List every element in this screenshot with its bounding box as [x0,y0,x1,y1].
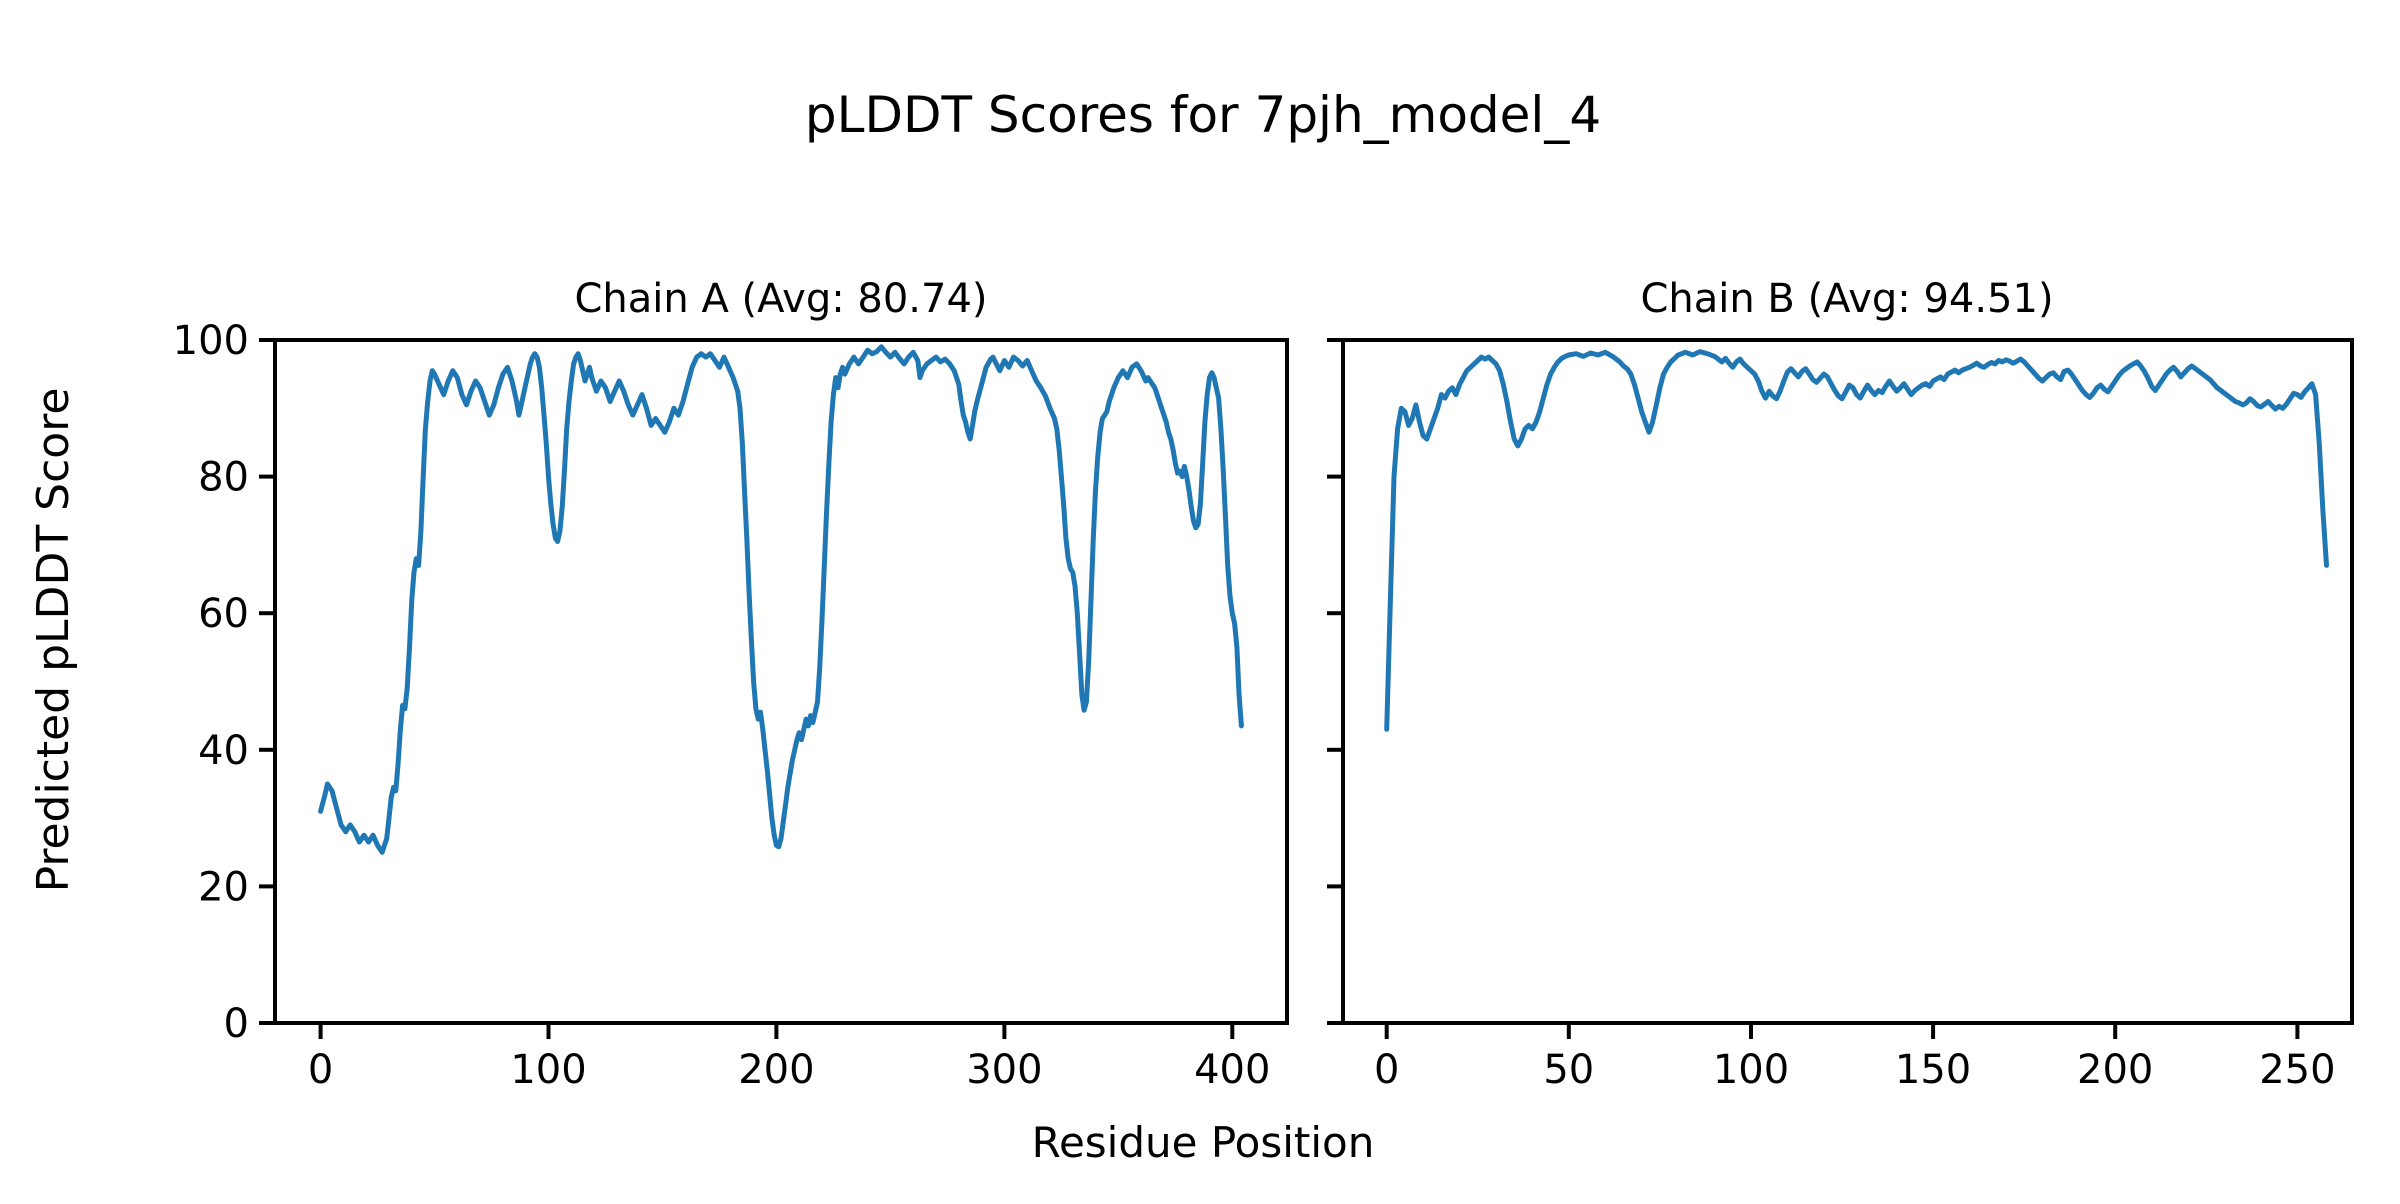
y-axis-label: Predicted pLDDT Score [28,388,79,893]
x-tick-label: 250 [2259,1047,2335,1093]
x-tick-label: 300 [966,1047,1042,1093]
chain-b-plot: 0 50 100 150 200 250 [1327,338,2354,1093]
x-tick-label: 200 [2077,1047,2153,1093]
y-tick-label: 0 [224,1001,249,1047]
y-tick-label: 40 [198,728,249,774]
x-axis-label: Residue Position [1032,1118,1375,1167]
x-tick-label: 100 [510,1047,586,1093]
x-tick-label: 150 [1895,1047,1971,1093]
x-tick-label: 0 [308,1047,333,1093]
plddt-line-chain-a [318,344,1244,855]
x-tick-label: 50 [1543,1047,1594,1093]
y-tick-label: 20 [198,864,249,910]
y-tick-label: 60 [198,591,249,637]
y-tick-label: 100 [173,318,249,364]
figure-title: pLDDT Scores for 7pjh_model_4 [805,86,1601,144]
axes-frame [1341,338,2354,1025]
chain-a-subplot-title: Chain A (Avg: 80.74) [574,276,987,322]
plddt-line-chain-b [1384,349,2329,732]
x-tick-label: 200 [738,1047,814,1093]
chain-b-subplot-title: Chain B (Avg: 94.51) [1640,276,2053,322]
chain-a-plot: 0 100 200 300 400 0 20 40 60 80 100 [173,318,1289,1093]
x-tick-label: 100 [1713,1047,1789,1093]
x-tick-label: 0 [1374,1047,1399,1093]
y-tick-label: 80 [198,455,249,501]
axes-frame [273,338,1289,1025]
x-tick-label: 400 [1194,1047,1270,1093]
